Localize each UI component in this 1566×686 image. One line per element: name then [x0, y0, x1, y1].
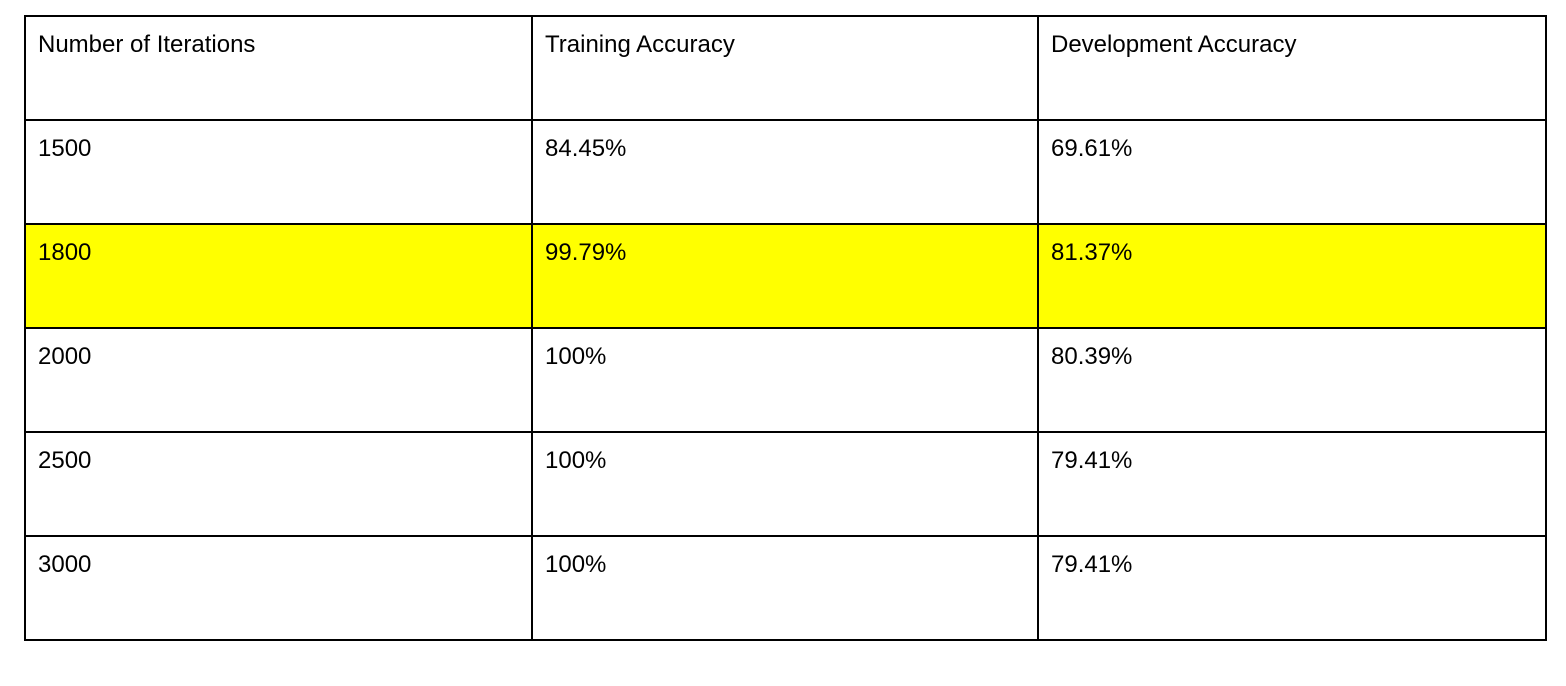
development-accuracy-cell: 80.39% [1037, 327, 1547, 433]
table-row: 2500 100% 79.41% [24, 431, 1547, 537]
training-accuracy-cell: 100% [531, 327, 1039, 433]
development-accuracy-cell: 81.37% [1037, 223, 1547, 329]
development-accuracy-cell: 79.41% [1037, 431, 1547, 537]
iterations-cell: 1800 [24, 223, 533, 329]
iterations-cell: 1500 [24, 119, 533, 225]
training-accuracy-cell: 99.79% [531, 223, 1039, 329]
development-accuracy-cell: 79.41% [1037, 535, 1547, 641]
table-row: 3000 100% 79.41% [24, 535, 1547, 641]
table-row: 2000 100% 80.39% [24, 327, 1547, 433]
header-development-accuracy: Development Accuracy [1037, 15, 1547, 121]
training-accuracy-cell: 100% [531, 535, 1039, 641]
table-row: 1500 84.45% 69.61% [24, 119, 1547, 225]
training-accuracy-cell: 84.45% [531, 119, 1039, 225]
iterations-cell: 2000 [24, 327, 533, 433]
iterations-cell: 3000 [24, 535, 533, 641]
table-row-highlighted: 1800 99.79% 81.37% [24, 223, 1547, 329]
results-table: Number of Iterations Training Accuracy D… [24, 15, 1547, 641]
iterations-cell: 2500 [24, 431, 533, 537]
header-row: Number of Iterations Training Accuracy D… [24, 15, 1547, 121]
header-training-accuracy: Training Accuracy [531, 15, 1039, 121]
development-accuracy-cell: 69.61% [1037, 119, 1547, 225]
training-accuracy-cell: 100% [531, 431, 1039, 537]
header-iterations: Number of Iterations [24, 15, 533, 121]
